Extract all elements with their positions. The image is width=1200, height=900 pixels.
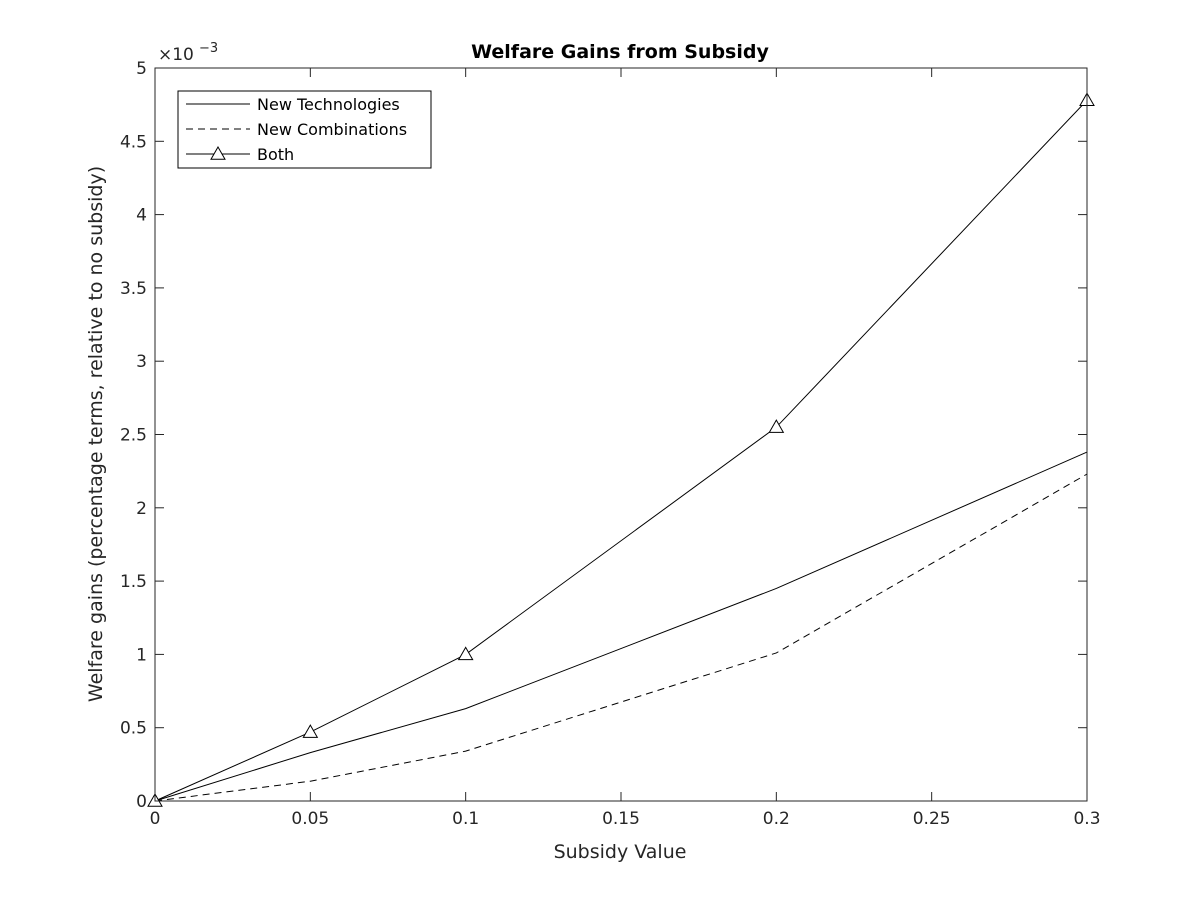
x-tick-label: 0 <box>150 809 161 829</box>
data-point-both <box>768 419 785 433</box>
legend-marker-both <box>210 145 226 160</box>
legend: New Technologies New Combinations Both <box>177 90 432 169</box>
x-tick-label: 0.1 <box>452 809 479 829</box>
y-tick-label: 1 <box>136 645 147 665</box>
y-tick-label: 2 <box>136 499 147 519</box>
exponent-power: −3 <box>199 41 218 56</box>
y-tick-label: 4.5 <box>120 132 147 152</box>
y-tick-label: 5 <box>136 59 147 79</box>
exponent-base: ×10 <box>158 45 194 65</box>
x-tick-label: 0.15 <box>602 809 640 829</box>
legend-label-both: Both <box>257 145 294 164</box>
y-tick-label: 4 <box>136 206 147 226</box>
x-tick-label: 0.2 <box>763 809 790 829</box>
x-tick-label: 0.05 <box>291 809 329 829</box>
y-axis-exponent: ×10 −3 <box>158 41 218 65</box>
legend-label-new-combinations: New Combinations <box>257 120 407 139</box>
y-tick-label: 2.5 <box>120 426 147 446</box>
y-axis-title: Welfare gains (percentage terms, relativ… <box>85 166 107 702</box>
series-line-new-combinations <box>154 473 1088 802</box>
data-point-both <box>457 646 474 661</box>
y-tick-label: 0 <box>136 792 147 812</box>
axes: 0 0.05 0.1 0.15 0.2 0.25 0.3 0 0.5 1 1.5 2 2.5 3 3.5 4 4… <box>120 59 1101 829</box>
data-point-both <box>302 724 319 738</box>
y-tick-label: 0.5 <box>120 719 147 739</box>
series-line-new-technologies <box>154 451 1088 802</box>
x-axis-title: Subsidy Value <box>554 841 687 863</box>
x-tick-label: 0.25 <box>913 809 951 829</box>
x-tick-label: 0.3 <box>1073 809 1100 829</box>
y-tick-label: 3.5 <box>120 279 147 299</box>
y-tick-label: 3 <box>136 352 147 372</box>
chart-title: Welfare Gains from Subsidy <box>471 41 769 63</box>
legend-label-new-technologies: New Technologies <box>257 95 400 114</box>
y-tick-label: 1.5 <box>120 572 147 592</box>
